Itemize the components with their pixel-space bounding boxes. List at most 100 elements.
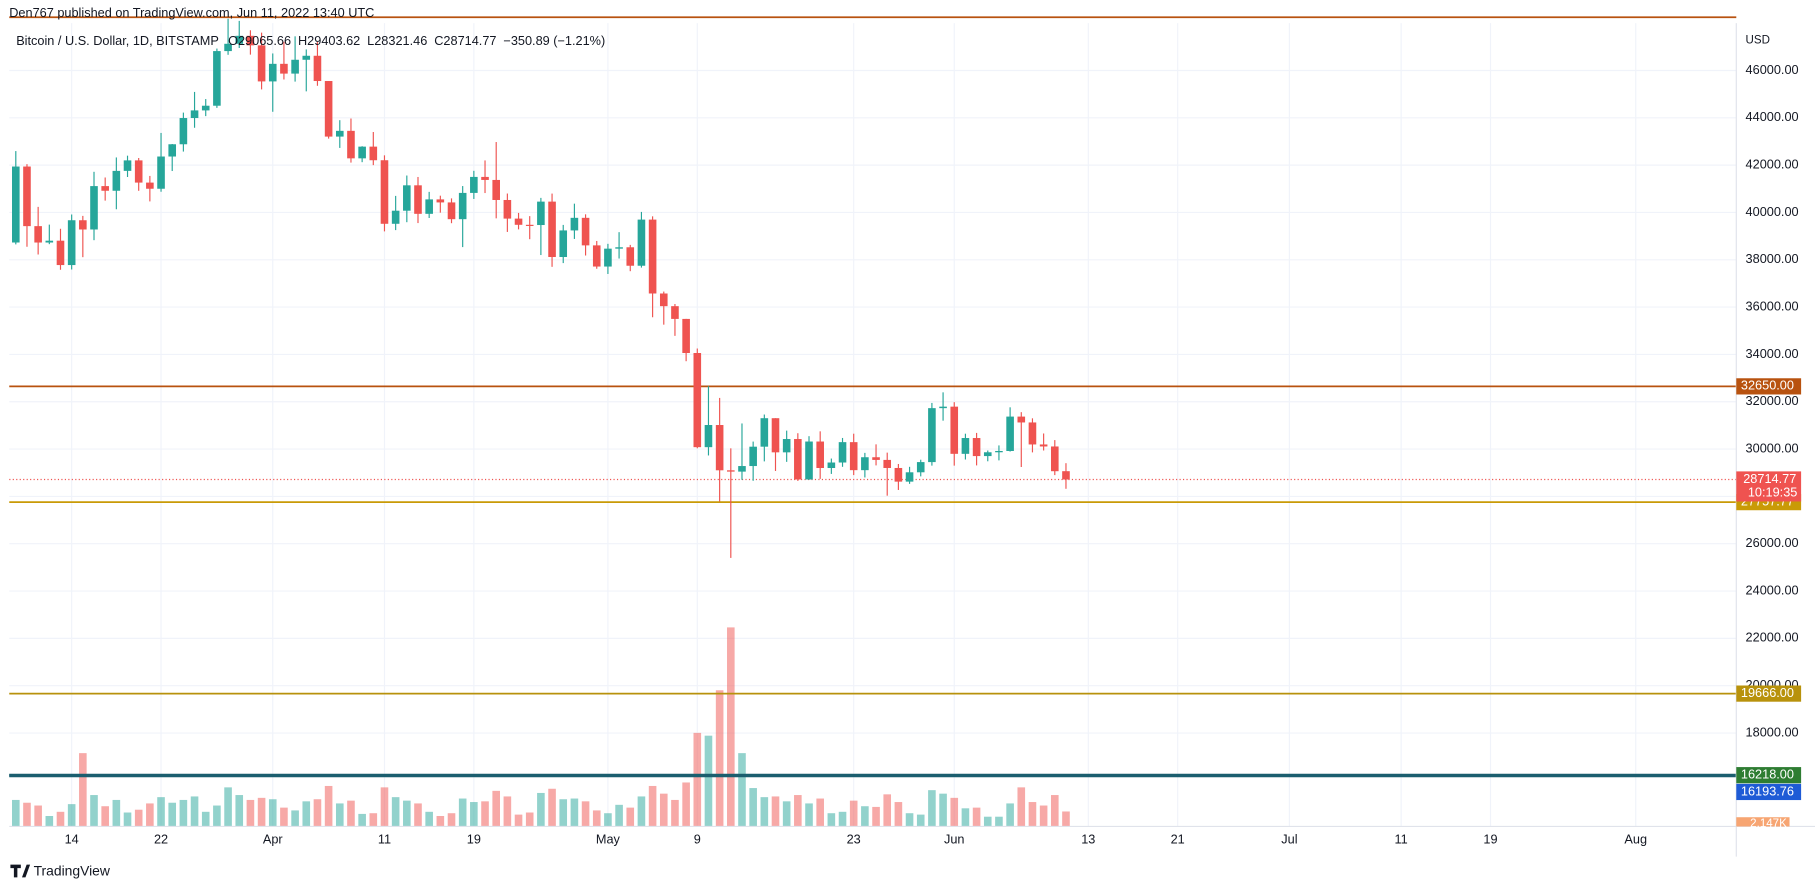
volume-bar	[503, 796, 512, 827]
volume-bar	[358, 813, 366, 827]
candle-body	[525, 224, 534, 226]
volume-bar	[738, 753, 746, 827]
last-price-label: 28714.77	[1743, 471, 1796, 486]
candle-body	[760, 418, 769, 447]
candle-body	[492, 179, 500, 200]
volume-bar	[347, 800, 355, 827]
candle-body	[291, 59, 299, 74]
volume-bar	[90, 795, 98, 827]
candle-body	[56, 240, 65, 266]
candle-body	[916, 462, 925, 473]
volume-bar	[894, 802, 903, 827]
y-tick-label: 26000.00	[1746, 535, 1799, 550]
price-axis	[1736, 23, 1815, 857]
volume-bar	[146, 803, 154, 827]
volume-bar	[56, 811, 65, 827]
candle-body	[548, 201, 556, 258]
candle-body	[268, 63, 277, 82]
candle-body	[358, 146, 366, 159]
volume-bar	[626, 807, 635, 827]
volume-bar	[671, 799, 679, 827]
level-label-box	[1736, 783, 1802, 801]
volume-bar	[391, 797, 400, 827]
candle-body	[905, 472, 914, 482]
candle-body	[682, 318, 690, 354]
volume-bar	[514, 814, 523, 827]
volume-bar	[45, 816, 54, 827]
y-tick-label: 30000.00	[1746, 440, 1799, 455]
volume-bar	[749, 788, 757, 827]
candle-body	[123, 160, 132, 171]
brand-logo	[10, 864, 31, 878]
level-label-box	[1736, 767, 1802, 784]
candle-body	[939, 406, 947, 409]
candle-body	[671, 306, 679, 319]
volume-bar	[458, 798, 467, 827]
legend-value: −350.89 (−1.21%)	[503, 33, 605, 48]
candle-body	[1028, 422, 1037, 445]
volume-bar	[302, 801, 311, 827]
volume-bar	[715, 690, 724, 827]
volume-bar	[682, 782, 690, 827]
candle-body	[503, 199, 512, 219]
volume-bar	[179, 799, 188, 827]
x-tick-label: Jun	[944, 832, 965, 847]
volume-bar	[861, 806, 869, 827]
volume-bar	[704, 735, 713, 827]
x-tick-label: Aug	[1624, 832, 1647, 847]
volume-bar	[481, 801, 489, 827]
legend-value: L28321.46	[367, 33, 427, 48]
volume-bar	[838, 811, 847, 827]
volume-bar	[794, 795, 802, 827]
countdown: 10:19:35	[1748, 485, 1798, 500]
volume-bar	[470, 802, 478, 827]
candle-body	[391, 210, 400, 224]
volume-bar	[827, 813, 836, 827]
candle-body	[604, 248, 612, 267]
volume-bar	[1039, 805, 1048, 827]
ohlc-legend: O29065.66 H29403.62 L28321.46 C28714.77 −350…	[228, 33, 605, 48]
candle-body	[592, 245, 601, 267]
volume-bar	[771, 796, 780, 827]
volume-label-box	[1736, 817, 1790, 827]
volume-bar	[883, 794, 892, 827]
level-label-box	[1736, 685, 1802, 702]
volume-bar	[905, 813, 914, 827]
legend-value: O29065.66	[228, 33, 291, 48]
volume-bar	[101, 806, 109, 827]
candle-body	[280, 63, 288, 74]
volume-bar	[425, 811, 433, 827]
candle-body	[458, 192, 467, 220]
volume-bar	[213, 805, 221, 827]
y-tick-label: 42000.00	[1746, 156, 1799, 171]
volume-bar	[972, 807, 981, 827]
candle-body	[179, 118, 188, 145]
candle-body	[771, 418, 780, 453]
candle-body	[23, 166, 31, 227]
brand: TradingView	[34, 862, 111, 878]
candle-body	[894, 467, 903, 482]
candle-body	[559, 230, 568, 258]
candle-body	[257, 45, 266, 82]
y-tick-label: 40000.00	[1746, 204, 1799, 219]
volume-bar	[1028, 802, 1037, 827]
volume-bar	[34, 805, 42, 827]
volume-bar	[983, 816, 992, 827]
volume-bar	[369, 813, 378, 827]
x-tick-label: 13	[1081, 832, 1095, 847]
volume-bar	[112, 799, 121, 827]
candle-body	[805, 441, 813, 480]
logo-icon	[10, 864, 31, 878]
chart-title: Bitcoin / U.S. Dollar, 1D, BITSTAMP	[16, 33, 219, 48]
candle-body	[849, 442, 858, 471]
volume-bar	[79, 753, 87, 827]
volume-pane	[12, 627, 1070, 827]
volume-bar	[190, 796, 199, 827]
candle-body	[414, 185, 422, 214]
candle-body	[380, 160, 389, 224]
volume-bar	[570, 798, 579, 827]
candle-body	[347, 130, 355, 159]
volume-bar	[950, 797, 959, 827]
x-tick-label: 11	[1395, 832, 1408, 847]
candle-body	[425, 199, 433, 214]
